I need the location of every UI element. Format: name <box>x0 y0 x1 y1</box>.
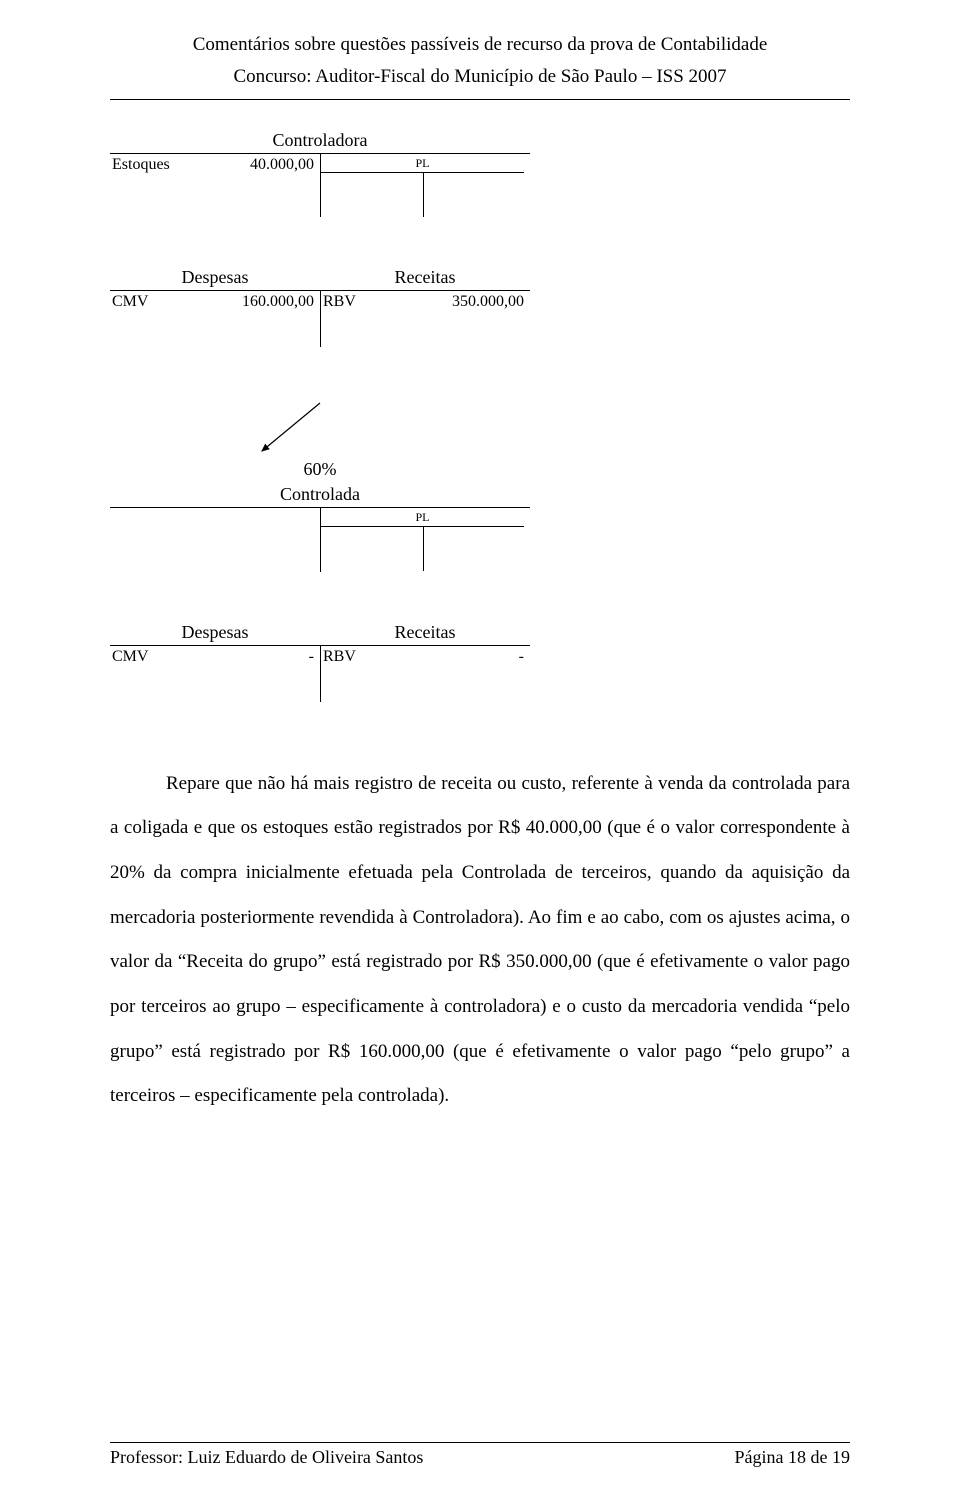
despesas-header-2: Despesas <box>110 622 320 646</box>
body-text-content: Repare que não há mais registro de recei… <box>110 762 850 1119</box>
rbv-label-2: RBV <box>323 648 356 668</box>
controladora-income-grid: Despesas Receitas CMV 160.000,00 RBV 350… <box>110 267 530 347</box>
cmv-row-2: CMV - <box>110 646 320 670</box>
footer-right: Página 18 de 19 <box>735 1447 850 1468</box>
pl-nested-controlada: PL <box>321 510 530 571</box>
controlada-title: Controlada <box>110 484 530 508</box>
page-header: Comentários sobre questões passíveis de … <box>110 30 850 100</box>
despesas-header: Despesas <box>110 267 320 291</box>
rbv-row-2: RBV - <box>321 646 530 670</box>
page-footer: Professor: Luiz Eduardo de Oliveira Sant… <box>110 1442 850 1468</box>
header-rule <box>110 99 850 100</box>
header-line-2: Concurso: Auditor-Fiscal do Município de… <box>110 62 850 92</box>
controladora-block: Controladora Estoques 40.000,00 PL <box>110 130 530 347</box>
rbv-value: 350.000,00 <box>452 293 524 313</box>
rbv-row: RBV 350.000,00 <box>321 291 530 315</box>
rbv-label: RBV <box>323 293 356 313</box>
cmv-label-2: CMV <box>112 648 148 668</box>
receitas-header: Receitas <box>320 267 530 291</box>
cmv-value: 160.000,00 <box>242 293 314 313</box>
header-line-1: Comentários sobre questões passíveis de … <box>110 30 850 60</box>
cmv-label: CMV <box>112 293 148 313</box>
estoques-label: Estoques <box>112 156 170 176</box>
footer-left: Professor: Luiz Eduardo de Oliveira Sant… <box>110 1447 423 1468</box>
pl-title: PL <box>321 156 524 173</box>
controlada-block: Controlada PL Despesas Receitas <box>110 484 530 702</box>
estoques-row: Estoques 40.000,00 <box>110 154 320 178</box>
controlada-balance-grid: PL <box>110 508 530 572</box>
cmv-value-2: - <box>309 648 314 668</box>
estoques-value: 40.000,00 <box>250 156 314 176</box>
pl-nested: PL <box>321 156 530 217</box>
rbv-value-2: - <box>519 648 524 668</box>
receitas-header-2: Receitas <box>320 622 530 646</box>
controladora-title: Controladora <box>110 130 530 154</box>
controladora-balance-grid: Estoques 40.000,00 PL <box>110 154 530 217</box>
ownership-arrow <box>110 407 530 465</box>
cmv-row: CMV 160.000,00 <box>110 291 320 315</box>
pl-title-controlada: PL <box>321 510 524 527</box>
arrow-icon <box>110 401 530 461</box>
body-paragraph: Repare que não há mais registro de recei… <box>110 762 850 1119</box>
controlada-income-grid: Despesas Receitas CMV - RBV - <box>110 622 530 702</box>
empty-row <box>110 178 320 210</box>
